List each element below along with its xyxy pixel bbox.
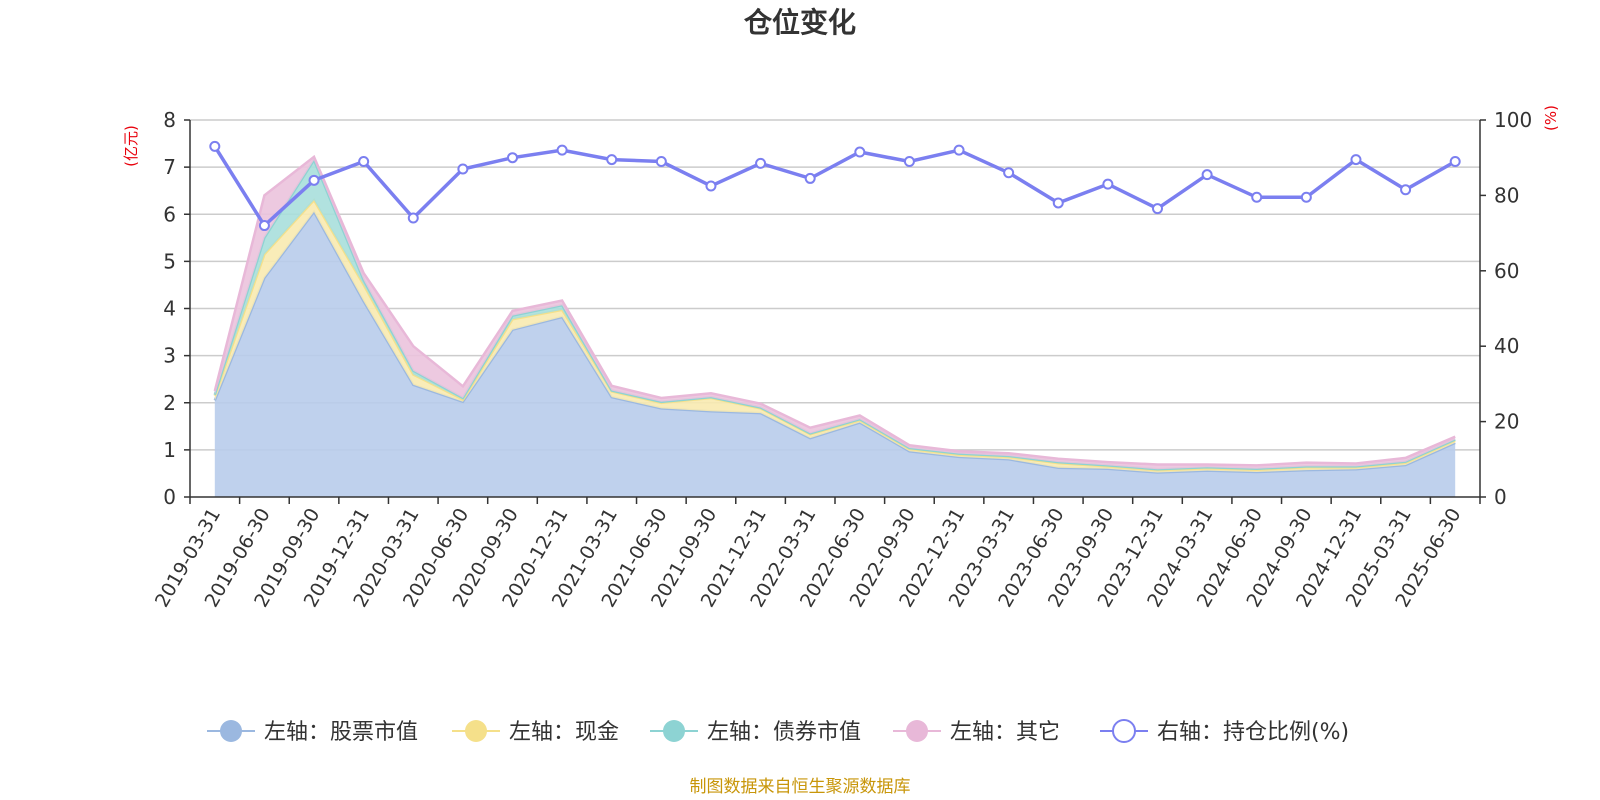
legend-marker [1112,719,1136,743]
right-axis-unit: (%) [1542,105,1560,131]
right-tick-label: 100 [1494,108,1532,132]
ratio-point [755,157,767,169]
ratio-point [903,155,915,167]
left-tick-label: 5 [163,249,176,273]
left-tick-label: 8 [163,108,176,132]
ratio-point [953,144,965,156]
left-tick-label: 7 [163,155,176,179]
ratio-point [1449,155,1461,167]
ratio-point [655,155,667,167]
legend-marker [906,720,928,742]
right-tick-label: 60 [1494,259,1519,283]
ratio-point [1251,191,1263,203]
ratio-point [1102,178,1114,190]
ratio-point [209,140,221,152]
legend: 左轴：股票市值 左轴：现金 左轴：债券市值 左轴：其它 右轴：持仓比例(%) [207,719,1349,745]
ratio-point [358,155,370,167]
left-axis-unit: (亿元) [122,125,140,167]
left-tick-label: 1 [163,438,176,462]
left-tick-label: 6 [163,202,176,226]
left-tick-label: 2 [163,391,176,415]
legend-marker [220,720,242,742]
legend-label: 左轴：其它 [950,720,1060,745]
ratio-point [258,220,270,232]
ratio-point [1400,184,1412,196]
ratio-point [1152,203,1163,215]
right-tick-label: 80 [1494,183,1519,207]
ratio-point [854,146,866,158]
ratio-point [556,144,568,156]
area-edge-左轴：其它 [213,154,1456,467]
ratio-point [507,152,518,164]
ratio-point [804,172,816,184]
right-tick-label: 40 [1494,334,1519,358]
legend-label: 右轴：持仓比例(%) [1157,720,1349,745]
ratio-point [1300,191,1312,203]
right-tick-label: 0 [1494,485,1507,509]
stacked-areas [213,154,1456,497]
legend-label: 左轴：债券市值 [707,720,861,745]
right-tick-label: 20 [1494,410,1519,434]
left-tick-label: 4 [163,297,176,321]
legend-label: 左轴：股票市值 [264,720,418,745]
ratio-point [1003,167,1015,179]
left-tick-label: 0 [163,485,176,509]
legend-label: 左轴：现金 [509,720,619,745]
left-tick-label: 3 [163,344,176,368]
area-左轴：股票市值 [214,211,1456,497]
data-source-note: 制图数据来自恒生聚源数据库 [690,777,911,797]
ratio-point [1201,169,1213,181]
ratio-point [1052,197,1064,209]
ratio-point [606,154,618,166]
ratio-point [1350,154,1362,166]
ratio-point [705,180,717,192]
ratio-point [407,212,419,224]
ratio-line [209,140,1461,232]
legend-marker [663,720,685,742]
ratio-point [457,163,469,175]
ratio-line-path [213,145,1457,229]
legend-marker [465,720,487,742]
ratio-point [308,174,320,186]
chart-title: 仓位变化 [744,6,856,39]
